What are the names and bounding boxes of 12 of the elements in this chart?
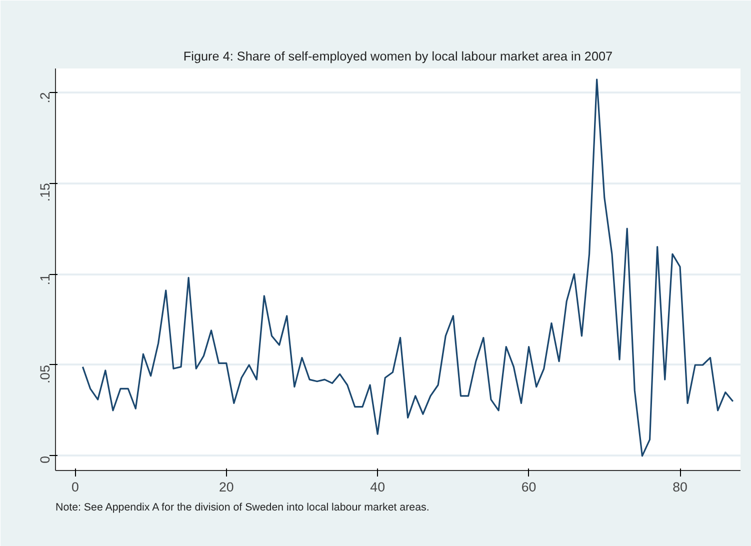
x-tick-label: 40 (370, 480, 385, 494)
x-tick-label: 60 (521, 480, 536, 494)
y-tick-label: .1 (38, 274, 52, 286)
y-tick-label: .15 (38, 183, 52, 202)
y-tick-label: .2 (38, 92, 52, 104)
chart-title: Figure 4: Share of self-employed women by local labour market area in 2007 (183, 50, 613, 64)
y-tick-label: 0 (38, 456, 52, 464)
x-tick-label: 20 (218, 480, 234, 494)
x-tick-label: 80 (672, 480, 688, 494)
y-tick-label: .05 (38, 364, 52, 384)
text: Note: See Appendix A for the division of Sweden into local labour market areas. (56, 502, 430, 514)
x-tick-label: 0 (71, 480, 79, 494)
